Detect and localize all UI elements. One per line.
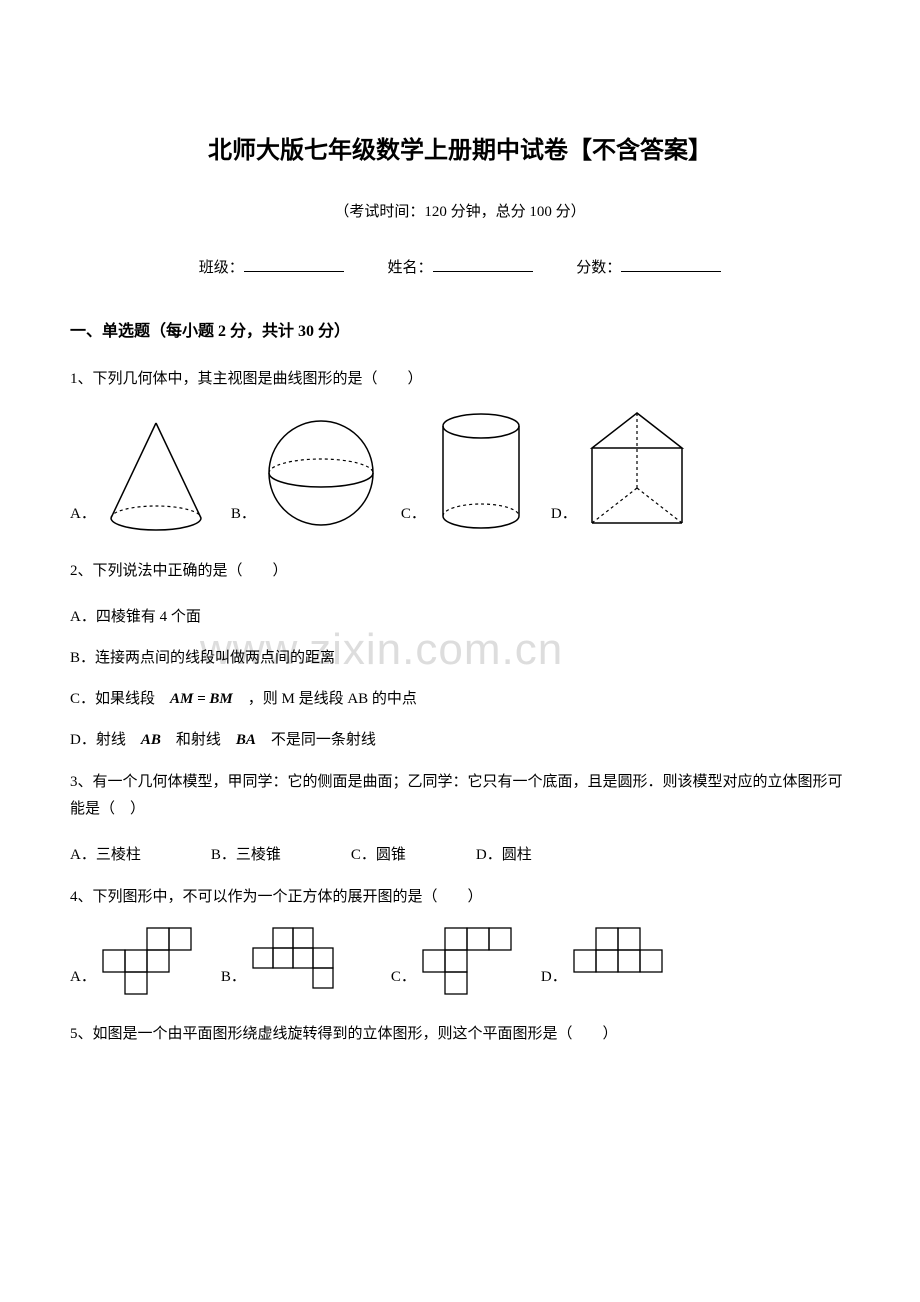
q4-a-label: A． [70,964,96,991]
q2-d-suffix: 不是同一条射线 [256,732,376,748]
cylinder-icon [431,408,531,533]
score-blank [621,271,721,272]
class-blank [244,271,344,272]
q4-option-d: D． [541,926,682,996]
sphere-icon [261,413,381,533]
question-4: 4、下列图形中，不可以作为一个正方体的展开图的是（ ） A． B． C． [70,884,850,996]
q3-options: A．三棱柱 B．三棱锥 C．圆锥 D．圆柱 [70,843,850,864]
q2-option-a: A．四棱锥有 4 个面 [70,605,850,626]
name-label: 姓名： [387,260,432,276]
q4-d-label: D． [541,964,567,991]
question-2: 2、下列说法中正确的是（ ） [70,558,850,585]
q2-text: 2、下列说法中正确的是（ ） [70,558,850,585]
prism-icon [582,408,692,533]
exam-subtitle: （考试时间：120 分钟，总分 100 分） [70,200,850,221]
q1-option-d: D． [551,408,692,533]
q1-option-c: C． [401,408,531,533]
question-3: 3、有一个几何体模型，甲同学：它的侧面是曲面；乙同学：它只有一个底面，且是圆形．… [70,769,850,823]
score-label: 分数： [576,260,621,276]
q2-d-ba: BA [236,732,256,748]
q2-d-prefix: D．射线 [70,732,141,748]
q1-b-label: B． [231,501,256,528]
net-a-icon [101,926,201,996]
q3-c: C．圆锥 [351,843,406,864]
q1-a-label: A． [70,501,96,528]
net-b-icon [251,926,371,996]
question-5: 5、如图是一个由平面图形绕虚线旋转得到的立体图形，则这个平面图形是（ ） [70,1021,850,1048]
page-content: 北师大版七年级数学上册期中试卷【不含答案】 （考试时间：120 分钟，总分 10… [70,130,850,1048]
q2-d-mid: 和射线 [161,732,236,748]
q2-d-ab: AB [141,732,161,748]
student-info: 班级： 姓名： 分数： [70,256,850,277]
exam-title: 北师大版七年级数学上册期中试卷【不含答案】 [70,130,850,165]
section-1-header: 一、单选题（每小题 2 分，共计 30 分） [70,317,850,341]
q1-option-b: B． [231,413,381,533]
q4-text: 4、下列图形中，不可以作为一个正方体的展开图的是（ ） [70,884,850,911]
question-1: 1、下列几何体中，其主视图是曲线图形的是（ ） A． B． [70,366,850,533]
q1-options: A． B． [70,408,850,533]
q1-text: 1、下列几何体中，其主视图是曲线图形的是（ ） [70,366,850,393]
q4-option-b: B． [221,926,371,996]
q4-option-a: A． [70,926,201,996]
q2-c-prefix: C．如果线段 [70,691,170,707]
q3-b: B．三棱锥 [211,843,281,864]
q2-c-formula: AM = BM [170,691,233,707]
q1-d-label: D． [551,501,577,528]
q2-option-d: D．射线 AB 和射线 BA 不是同一条射线 [70,728,850,749]
class-label: 班级： [199,260,244,276]
q4-options: A． B． C． D． [70,926,850,996]
q4-c-label: C． [391,964,416,991]
q3-a: A．三棱柱 [70,843,141,864]
q4-option-c: C． [391,926,521,996]
q1-option-a: A． [70,418,211,533]
q2-option-b: B．连接两点间的线段叫做两点间的距离 [70,646,850,667]
q3-d: D．圆柱 [476,843,532,864]
q2-option-c: C．如果线段 AM = BM ，则 M 是线段 AB 的中点 [70,687,850,708]
q2-c-suffix: ，则 M 是线段 AB 的中点 [233,691,417,707]
cone-icon [101,418,211,533]
net-c-icon [421,926,521,996]
net-d-icon [572,926,682,996]
q1-c-label: C． [401,501,426,528]
name-blank [433,271,533,272]
q4-b-label: B． [221,964,246,991]
